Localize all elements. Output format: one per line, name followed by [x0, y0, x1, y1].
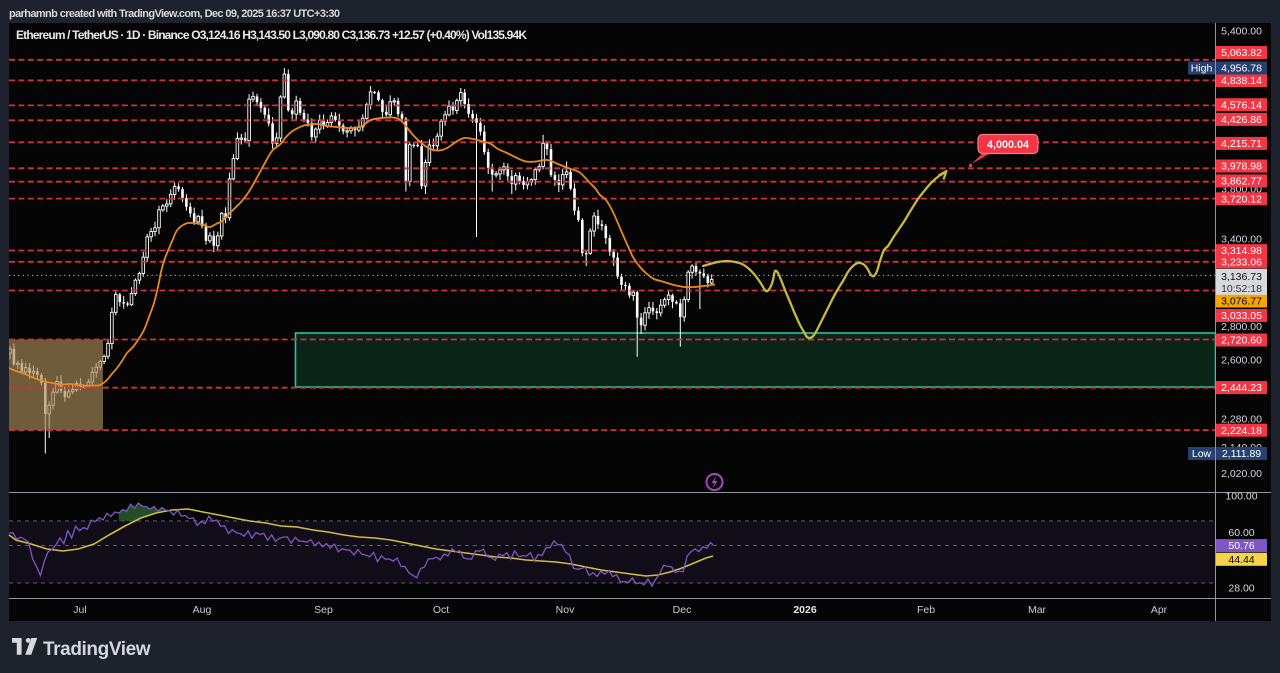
svg-text:4,000.04: 4,000.04	[987, 139, 1029, 151]
svg-text:Aug: Aug	[193, 604, 212, 616]
svg-text:60.00: 60.00	[1228, 527, 1254, 539]
svg-text:Feb: Feb	[917, 604, 935, 616]
svg-text:4,576.14: 4,576.14	[1221, 99, 1262, 111]
svg-text:3,136.73: 3,136.73	[1221, 271, 1262, 283]
svg-text:2,720.60: 2,720.60	[1221, 335, 1262, 347]
svg-text:4,426.86: 4,426.86	[1221, 114, 1262, 126]
svg-text:5,063.82: 5,063.82	[1221, 47, 1262, 59]
svg-text:3,720.12: 3,720.12	[1221, 193, 1262, 205]
svg-text:44.44: 44.44	[1228, 554, 1254, 566]
svg-text:3,314.98: 3,314.98	[1221, 245, 1262, 257]
svg-text:3,076.77: 3,076.77	[1221, 296, 1262, 308]
svg-text:2,800.00: 2,800.00	[1221, 321, 1262, 333]
svg-text:Mar: Mar	[1028, 604, 1047, 616]
svg-text:50.76: 50.76	[1228, 540, 1254, 552]
svg-text:100.00: 100.00	[1225, 490, 1257, 502]
svg-text:2,444.23: 2,444.23	[1221, 382, 1262, 394]
svg-text:2,600.00: 2,600.00	[1221, 355, 1262, 367]
svg-text:2,224.18: 2,224.18	[1221, 425, 1262, 437]
svg-text:High: High	[1191, 63, 1213, 75]
svg-text:2,280.00: 2,280.00	[1221, 414, 1262, 426]
svg-text:Oct: Oct	[433, 604, 449, 616]
svg-text:3,978.98: 3,978.98	[1221, 161, 1262, 173]
svg-text:Ethereum / TetherUS · 1D · Bin: Ethereum / TetherUS · 1D · Binance O3,12…	[16, 28, 527, 42]
svg-text:4,956.78: 4,956.78	[1221, 63, 1262, 75]
svg-text:28.00: 28.00	[1228, 583, 1254, 595]
svg-text:Jul: Jul	[73, 604, 86, 616]
svg-text:3,233.06: 3,233.06	[1221, 256, 1262, 268]
svg-text:2,020.00: 2,020.00	[1221, 468, 1262, 480]
svg-text:TradingView: TradingView	[43, 639, 151, 660]
svg-text:3,400.00: 3,400.00	[1221, 234, 1262, 246]
svg-text:3,862.77: 3,862.77	[1221, 176, 1262, 188]
svg-text:2,111.89: 2,111.89	[1222, 448, 1261, 460]
svg-text:Apr: Apr	[1151, 604, 1168, 616]
svg-text:4,838.14: 4,838.14	[1221, 75, 1262, 87]
svg-text:parhamnb created with TradingV: parhamnb created with TradingView.com, D…	[9, 8, 340, 20]
svg-text:2026: 2026	[793, 604, 817, 616]
svg-text:Low: Low	[1192, 448, 1212, 460]
svg-text:Dec: Dec	[673, 604, 692, 616]
svg-text:Nov: Nov	[556, 604, 575, 616]
svg-text:Sep: Sep	[314, 604, 333, 616]
svg-text:5,400.00: 5,400.00	[1221, 26, 1262, 38]
svg-text:10:52:18: 10:52:18	[1221, 283, 1262, 295]
svg-text:4,215.71: 4,215.71	[1221, 138, 1262, 150]
svg-text:3,033.05: 3,033.05	[1221, 310, 1262, 322]
